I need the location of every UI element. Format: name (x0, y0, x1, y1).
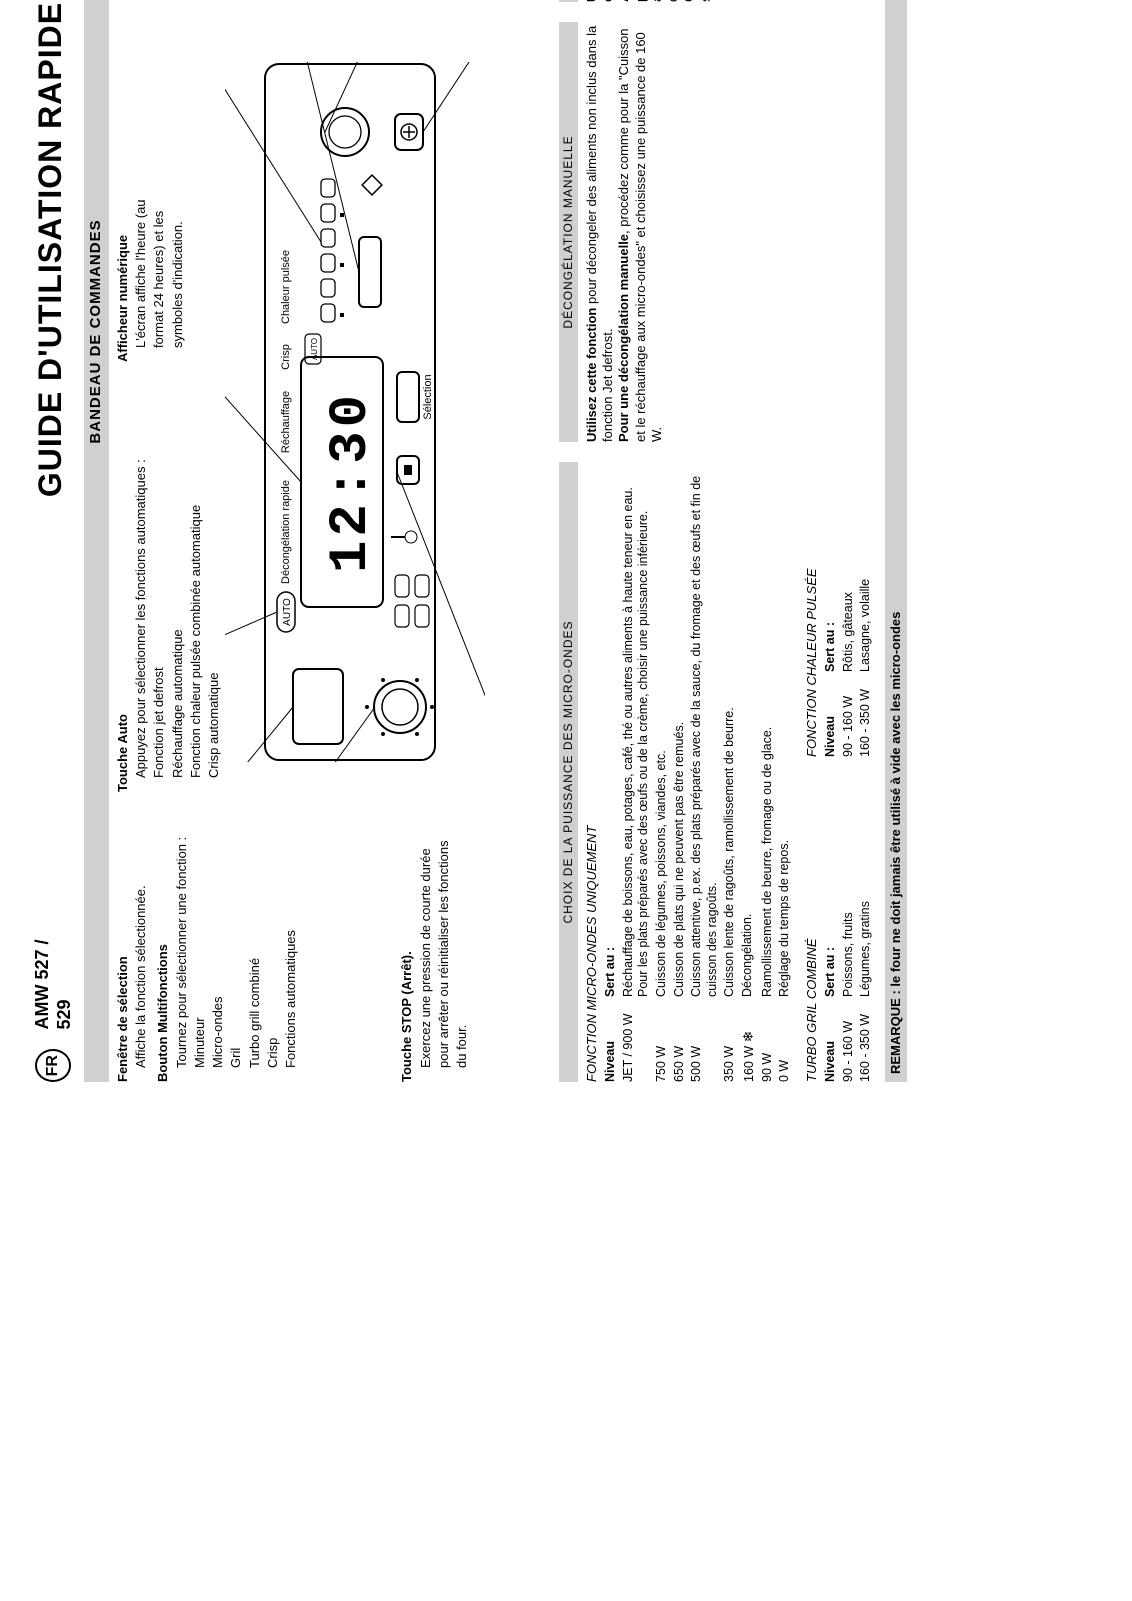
svg-text:Sélection: Sélection (422, 374, 434, 419)
col-jetstart: FONCTION JET START Utilisez cette foncti… (559, 0, 875, 2)
multifonction-list: Minuteur Micro-ondes Gril Turbo grill co… (192, 802, 300, 1082)
svg-text:Décongélation rapide: Décongélation rapide (280, 480, 292, 584)
svg-text:Réchauffage: Réchauffage (280, 391, 292, 453)
pulsee-table: FONCTION CHALEUR PULSÉE NiveauSert au : … (804, 462, 875, 757)
svg-text:Chaleur pulsée: Chaleur pulsée (280, 250, 292, 324)
svg-text:AUTO: AUTO (310, 338, 319, 360)
lang-badge: FR (35, 1050, 71, 1083)
svg-text:12:30: 12:30 (321, 391, 382, 573)
model-number: AMW 527 / 529 (31, 918, 76, 1029)
auto-badge: AUTO (282, 598, 293, 626)
col-fenetre: Fenêtre de sélection Affiche la fonction… (115, 802, 473, 1082)
svg-text:Crisp: Crisp (280, 344, 292, 370)
power-table: NiveauSert au : JET / 900 WRéchauffage d… (602, 462, 794, 1082)
snowflake-icon: ❄ (740, 1031, 756, 1043)
col-microondes: CHOIX DE LA PUISSANCE DES MICRO-ONDES FO… (559, 462, 875, 1082)
gril-table: TURBO GRIL COMBINÉ NiveauSert au : 90 - … (804, 787, 875, 1082)
col-decongelation: DÉCONGÉLATION MANUELLE Utilisez cette fo… (559, 22, 875, 442)
remarque-bar: REMARQUE : le four ne doit jamais être u… (885, 0, 907, 1082)
page-title: GUIDE D'UTILISATION RAPIDE (30, 0, 70, 918)
control-panel-diagram: AUTO Décongélation rapide Réchauffage Cr… (225, 62, 485, 762)
bandeau-header: BANDEAU DE COMMANDES (84, 0, 109, 1082)
